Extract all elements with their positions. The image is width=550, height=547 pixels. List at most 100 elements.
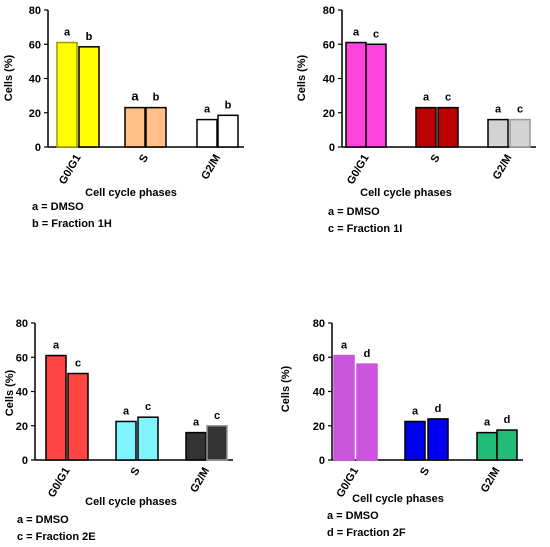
bar-data-label: c [517,104,523,116]
bar-data-label: a [341,340,348,352]
y-tick-label: 20 [29,108,41,120]
y-tick-label: 20 [323,108,335,120]
bar-a-s [404,420,426,461]
x-tick-label: S [418,466,432,478]
x-tick-label: S [137,153,151,165]
bar-data-label: b [225,99,232,111]
legend-entry-fraction-2f: d = Fraction 2F [327,527,406,539]
y-tick-label: 40 [16,387,28,399]
legend-entry-dmso: a = DMSO [17,514,69,526]
x-tick-label: S [129,466,143,478]
y-tick-label: 60 [29,39,41,51]
y-axis-title: Cells (%) [280,365,292,412]
bar-data-label: b [153,92,160,104]
y-tick-label: 40 [29,74,41,86]
bar-data-label: a [353,27,360,39]
bar-a-g0-g1 [333,354,355,461]
y-tick-label: 0 [35,142,41,154]
bar-data-label: c [373,28,379,40]
y-tick-label: 40 [323,74,335,86]
bar-a-g0-g1 [345,41,367,148]
x-tick-label: G2/M [491,153,515,182]
bar-data-label: d [435,403,442,415]
x-axis-title: Cell cycle phases [85,496,177,508]
legend: a = DMSO d = Fraction 2F [327,508,406,542]
bar-data-label: a [53,340,60,352]
bar-c-g0-g1 [67,372,89,461]
bar-a-g2-m [476,431,498,461]
y-tick-label: 80 [323,5,335,17]
bar-chart-fraction-1h: 0 20 40 60 80 a b G0/G1 a b Sa b G2/M Cell cycle phas… [3,5,244,199]
x-tick-label: G0/G1 [345,153,372,187]
y-tick-label: 60 [323,39,335,51]
legend-entry-fraction-1i: c = Fraction 1I [328,223,403,235]
y-tick-label: 80 [29,5,41,17]
bar-data-label: a [412,405,419,417]
bar-a-g2-m [487,118,509,148]
bar-a-g0-g1 [45,354,67,461]
bar-data-label: a [204,104,211,116]
bar-a-s [124,106,146,148]
bar-data-label: a [495,104,502,116]
x-axis-title: Cell cycle phases [85,187,177,199]
bar-chart-fraction-1i: 0 20 40 60 80 a c G0/G1 a c Sa c G2/M Cell cycle phas… [296,5,536,199]
bar-b-s [145,106,167,148]
y-tick-label: 40 [313,387,325,399]
x-tick-label: G0/G1 [46,466,73,500]
bar-a-g2-m [185,431,207,461]
bar-data-label: d [504,414,511,426]
x-tick-label: G2/M [199,153,223,182]
y-tick-label: 20 [313,421,325,433]
bar-data-label: c [145,401,151,413]
legend-entry-dmso: a = DMSO [32,201,84,213]
bar-c-s [437,106,459,148]
x-tick-label: S [429,153,443,165]
bar-c-g2-m [206,425,228,461]
bar-data-label: c [75,358,81,370]
legend-entry-fraction-2e: c = Fraction 2E [17,531,96,543]
y-tick-label: 80 [313,318,325,330]
x-axis-title: Cell cycle phases [360,187,452,199]
bar-data-label: d [364,348,371,360]
y-tick-label: 0 [329,142,335,154]
legend: a = DMSO b = Fraction 1H [32,199,112,233]
bar-data-label: a [423,92,430,104]
bar-d-s [427,418,449,461]
y-axis-title: Cells (%) [296,54,308,101]
y-axis-title: Cells (%) [4,369,16,416]
bar-data-label: b [86,31,93,43]
bar-data-label: c [445,92,451,104]
y-tick-label: 60 [313,352,325,364]
bar-data-label: c [214,410,220,422]
x-tick-label: G0/G1 [57,153,84,187]
bar-a-s [115,420,137,461]
bar-b-g0-g1 [78,46,100,148]
y-tick-label: 20 [16,421,28,433]
y-tick-label: 60 [16,352,28,364]
y-tick-label: 0 [22,455,28,467]
legend: a = DMSO c = Fraction 2E [17,512,96,546]
bar-d-g2-m [496,429,518,461]
bar-b-g2-m [217,114,239,148]
legend-entry-fraction-1h: b = Fraction 1H [32,218,112,230]
bar-c-g0-g1 [365,43,387,148]
x-tick-label: G2/M [479,466,503,495]
legend-entry-dmso: a = DMSO [327,510,379,522]
bar-c-g2-m [509,118,531,148]
bar-data-label: a [484,417,491,429]
legend-entry-dmso: a = DMSO [328,206,380,218]
legend: a = DMSO c = Fraction 1I [328,204,402,238]
bar-a-g0-g1 [56,41,78,148]
bar-data-label: a [64,27,71,39]
y-tick-label: 80 [16,318,28,330]
bar-a-s [415,106,437,148]
x-axis-title: Cell cycle phases [352,493,444,505]
bar-c-s [137,416,159,461]
bar-a-g2-m [196,118,218,148]
